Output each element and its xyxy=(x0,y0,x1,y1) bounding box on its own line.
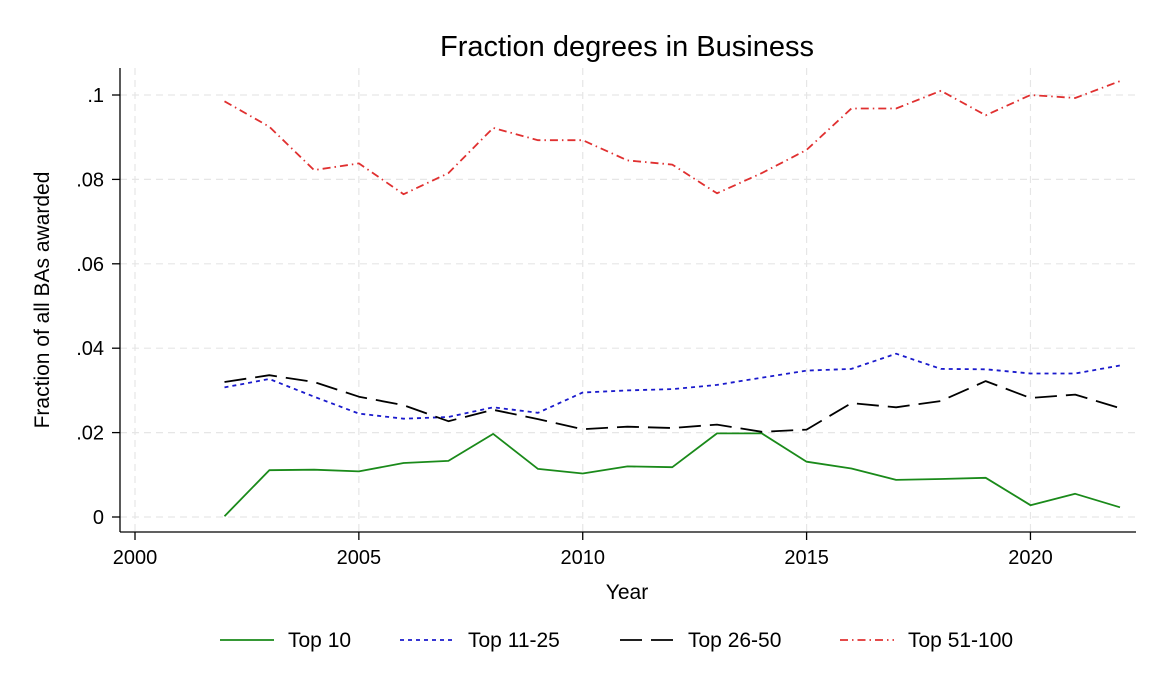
y-tick-label: .04 xyxy=(76,338,104,360)
x-tick-label: 2000 xyxy=(113,547,158,569)
y-ticks: 0 .02 .04 .06 .08 .1 xyxy=(76,85,120,529)
chart-title: Fraction degrees in Business xyxy=(440,31,814,63)
series-line-top-10 xyxy=(223,432,1121,517)
series-line-top-51-100 xyxy=(224,80,1121,196)
y-tick-label: 0 xyxy=(93,507,104,529)
y-axis-title: Fraction of all BAs awarded xyxy=(31,172,54,429)
x-tick-label: 2010 xyxy=(560,547,605,569)
legend-label-top-11-25: Top 11-25 xyxy=(468,629,560,652)
x-tick-label: 2015 xyxy=(784,547,829,569)
legend-label-top-26-50: Top 26-50 xyxy=(688,629,781,652)
axes xyxy=(119,68,1136,533)
y-tick-label: .1 xyxy=(87,85,104,107)
x-axis-title: Year xyxy=(606,581,648,604)
y-tick-label: .08 xyxy=(76,169,104,191)
legend: Top 10 Top 11-25 Top 26-50 Top 51-100 xyxy=(220,629,1013,652)
legend-label-top-51-100: Top 51-100 xyxy=(908,629,1013,652)
legend-label-top-10: Top 10 xyxy=(288,629,351,652)
x-tick-label: 2020 xyxy=(1008,547,1053,569)
series-lines xyxy=(223,80,1121,517)
x-ticks: 2000 2005 2010 2015 2020 xyxy=(113,532,1053,569)
x-tick-label: 2005 xyxy=(337,547,382,569)
y-tick-label: .02 xyxy=(76,423,104,445)
gridlines xyxy=(120,68,1136,532)
y-tick-label: .06 xyxy=(76,254,104,276)
